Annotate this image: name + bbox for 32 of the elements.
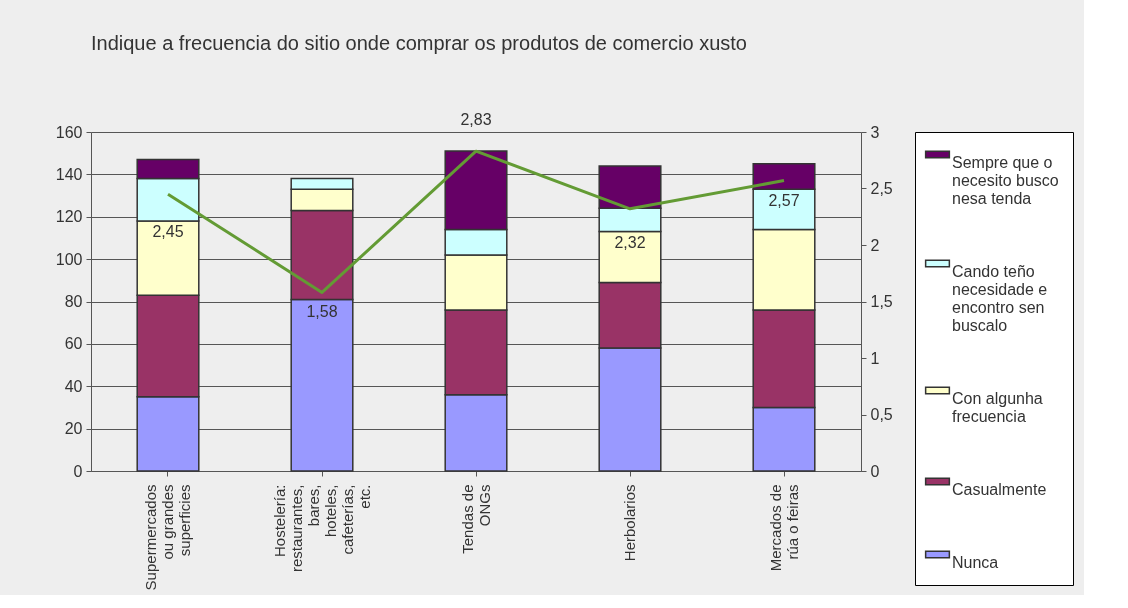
data-label: 2,32 xyxy=(614,233,646,251)
x-tick-label: Hostelería: restaurantes, bares, hoteles, cafeterías, etc. xyxy=(270,484,373,573)
x-tick-label: Mercados de rúa o feiras xyxy=(766,484,801,572)
y-tick-label: 140 xyxy=(55,165,83,183)
y2-tick-label: 3 xyxy=(870,123,880,141)
x-tick-label: Supermercados ou grandes superficies xyxy=(142,484,193,591)
data-label: 2,57 xyxy=(768,191,800,209)
chart-title: Indique a frecuencia do sitio onde comprar os produtos de comercio xusto xyxy=(91,32,747,55)
y2-tick-label: 0 xyxy=(870,462,880,480)
data-label: 2,83 xyxy=(460,111,492,129)
data-label: 1,58 xyxy=(306,303,338,321)
y2-tick-label: 2,5 xyxy=(870,180,893,197)
y2-tick-label: 2 xyxy=(870,236,880,254)
x-tick-label: Tendas de ONGs xyxy=(458,484,493,554)
y-tick-label: 100 xyxy=(55,250,83,268)
legend-label: Cando teño necesidade e encontro sen buscalo xyxy=(952,262,1048,334)
legend-label: Nunca xyxy=(952,553,999,571)
y2-tick-label: 1 xyxy=(870,349,880,367)
y-tick-label: 160 xyxy=(55,123,83,141)
y-tick-label: 60 xyxy=(64,335,83,353)
y-tick-label: 120 xyxy=(55,208,83,226)
data-label: 2,45 xyxy=(152,223,184,241)
legend-label: Casualmente xyxy=(952,480,1047,498)
y-tick-label: 0 xyxy=(73,462,83,480)
y2-tick-label: 0,5 xyxy=(870,406,893,423)
y2-tick-label: 1,5 xyxy=(870,293,893,310)
y-tick-label: 40 xyxy=(64,377,83,395)
legend-label: Sempre que o necesito busco nesa tenda xyxy=(952,153,1059,207)
y-tick-label: 20 xyxy=(64,420,83,438)
legend-label: Con algunha frecuencia xyxy=(952,389,1043,425)
y-tick-label: 80 xyxy=(64,293,83,310)
x-tick-label: Herbolarios xyxy=(621,484,638,562)
